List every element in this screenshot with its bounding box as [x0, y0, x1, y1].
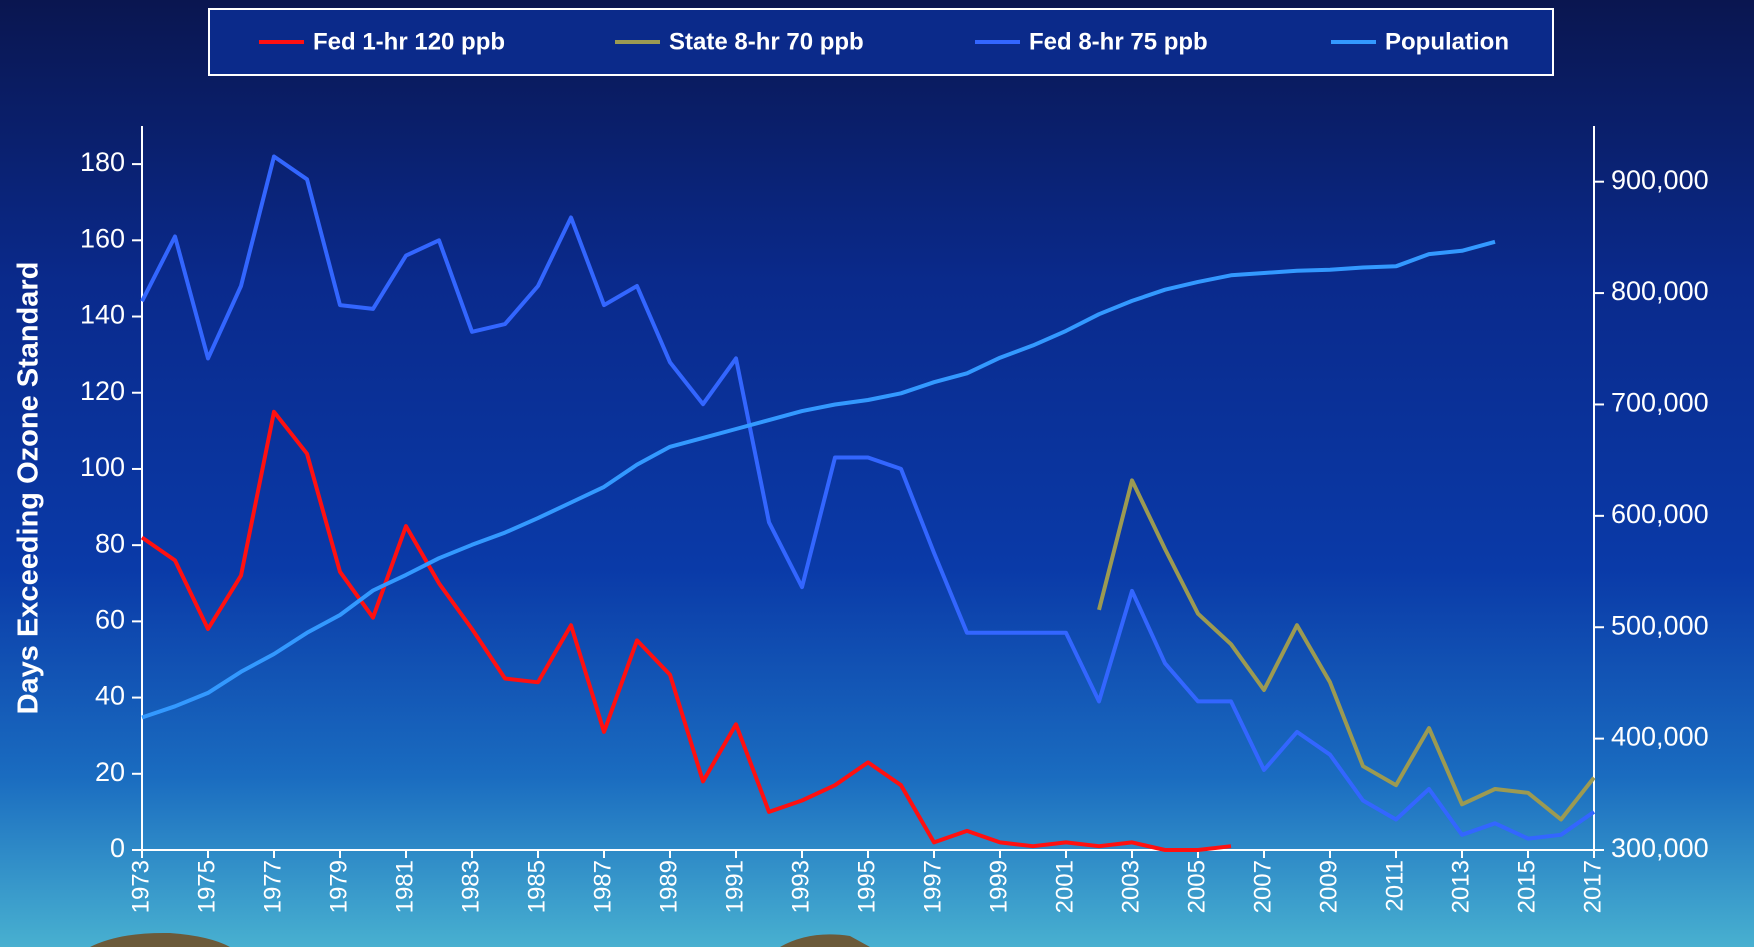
- series-line: [140, 409, 1232, 852]
- y2-tick-label: 800,000: [1611, 276, 1709, 306]
- y-tick-label: 160: [80, 223, 125, 253]
- y-tick-label: 140: [80, 300, 125, 330]
- y-axis-title: Days Exceeding Ozone Standard: [13, 262, 45, 715]
- x-tick-label: 1973: [127, 860, 154, 913]
- x-tick-label: 1987: [589, 860, 616, 913]
- x-tick-label: 1983: [457, 860, 484, 913]
- y2-tick-label: 500,000: [1611, 610, 1709, 640]
- x-tick-label: 2001: [1051, 860, 1078, 913]
- legend-label: State 8-hr 70 ppb: [669, 28, 864, 55]
- y2-tick-label: 900,000: [1611, 165, 1709, 195]
- x-tick-label: 1997: [919, 860, 946, 913]
- y2-tick-label: 400,000: [1611, 722, 1709, 752]
- y2-tick-label: 300,000: [1611, 833, 1709, 863]
- x-tick-label: 1975: [193, 860, 220, 913]
- rock: [780, 934, 870, 947]
- series-line: [140, 154, 1596, 841]
- y2-tick-label: 700,000: [1611, 388, 1709, 418]
- y-tick-label: 180: [80, 147, 125, 177]
- x-tick-label: 2011: [1381, 860, 1408, 912]
- y-tick-label: 20: [95, 757, 125, 787]
- legend-label: Population: [1385, 28, 1509, 55]
- y-tick-label: 80: [95, 528, 125, 558]
- x-tick-label: 2015: [1513, 860, 1540, 913]
- legend-box: [208, 8, 1554, 76]
- y-tick-label: 60: [95, 604, 125, 634]
- series-line: [141, 239, 1496, 720]
- y-tick-label: 120: [80, 376, 125, 406]
- legend-label: Fed 8-hr 75 ppb: [1029, 28, 1208, 55]
- x-tick-label: 2017: [1579, 860, 1606, 913]
- rock: [90, 932, 230, 947]
- x-tick-label: 1979: [325, 860, 352, 913]
- y2-tick-label: 600,000: [1611, 499, 1709, 529]
- x-tick-label: 2009: [1315, 860, 1342, 913]
- x-tick-label: 1993: [787, 860, 814, 913]
- x-tick-label: 1981: [391, 860, 418, 913]
- x-tick-label: 1985: [523, 860, 550, 913]
- x-tick-label: 2007: [1249, 860, 1276, 913]
- x-tick-label: 2013: [1447, 860, 1474, 913]
- y-tick-label: 40: [95, 681, 125, 711]
- y-tick-label: 100: [80, 452, 125, 482]
- x-tick-label: 1977: [259, 860, 286, 913]
- x-tick-label: 1999: [985, 860, 1012, 913]
- y-tick-label: 0: [110, 833, 125, 863]
- x-tick-label: 2005: [1183, 860, 1210, 913]
- x-tick-label: 2003: [1117, 860, 1144, 913]
- x-tick-label: 1989: [655, 860, 682, 913]
- x-tick-label: 1995: [853, 860, 880, 913]
- series-line: [1097, 478, 1596, 822]
- legend-label: Fed 1-hr 120 ppb: [313, 28, 505, 55]
- x-tick-label: 1991: [721, 860, 748, 913]
